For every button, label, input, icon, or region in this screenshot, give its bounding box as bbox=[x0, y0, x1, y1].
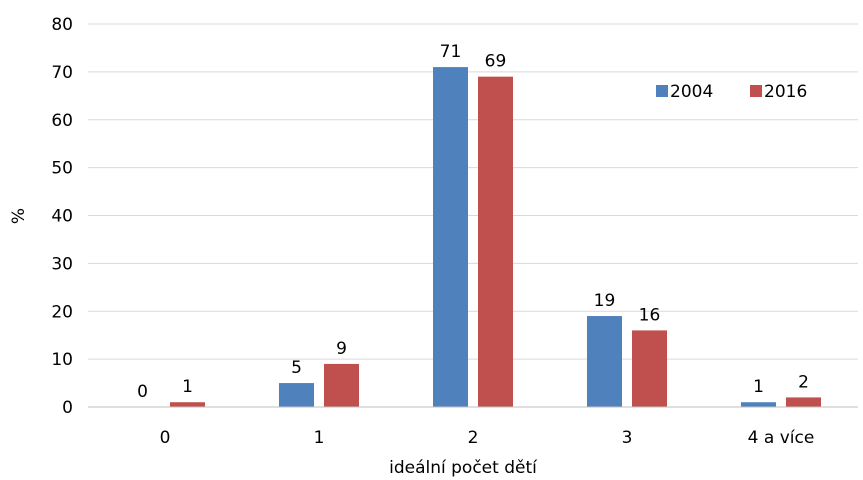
bar-2016-3 bbox=[632, 330, 667, 407]
x-tick-label: 1 bbox=[314, 428, 325, 448]
y-tick-label: 10 bbox=[51, 350, 73, 370]
y-axis-title: % bbox=[9, 208, 29, 224]
x-tick-label: 0 bbox=[160, 428, 171, 448]
y-tick-label: 60 bbox=[51, 111, 73, 131]
data-label: 0 bbox=[137, 382, 148, 402]
x-tick-label: 4 a více bbox=[748, 428, 815, 448]
bars bbox=[170, 67, 821, 408]
legend-label-2016: 2016 bbox=[764, 82, 807, 102]
bar-2004-3 bbox=[587, 316, 622, 407]
x-axis-ticks: 0 1 2 3 4 a více bbox=[160, 428, 815, 448]
data-label: 1 bbox=[753, 377, 764, 397]
data-label: 69 bbox=[485, 52, 507, 72]
data-label: 16 bbox=[639, 305, 661, 325]
gridlines bbox=[88, 23, 858, 360]
legend: 2004 2016 bbox=[656, 82, 807, 102]
y-tick-label: 50 bbox=[51, 159, 73, 179]
bar-2004-4-a-více bbox=[741, 402, 776, 407]
data-label: 2 bbox=[798, 372, 809, 392]
y-tick-label: 40 bbox=[51, 207, 73, 227]
legend-swatch-2004 bbox=[656, 85, 668, 97]
data-label: 5 bbox=[291, 358, 302, 378]
y-tick-label: 70 bbox=[51, 63, 73, 83]
y-tick-label: 80 bbox=[51, 15, 73, 35]
y-tick-label: 30 bbox=[51, 254, 73, 274]
y-tick-label: 20 bbox=[51, 302, 73, 322]
bar-2004-2 bbox=[433, 67, 468, 408]
legend-label-2004: 2004 bbox=[670, 82, 713, 102]
x-tick-label: 2 bbox=[468, 428, 479, 448]
bar-2016-2 bbox=[478, 76, 513, 407]
bar-2004-1 bbox=[279, 383, 314, 407]
legend-swatch-2016 bbox=[750, 85, 762, 97]
data-label: 9 bbox=[336, 339, 347, 359]
x-tick-label: 3 bbox=[622, 428, 633, 448]
data-labels: 0 1 5 9 71 69 19 16 1 2 bbox=[137, 42, 809, 402]
data-label: 19 bbox=[594, 291, 616, 311]
x-axis-title: ideální počet dětí bbox=[389, 458, 538, 478]
bar-2016-1 bbox=[324, 363, 359, 407]
bar-2016-4-a-více bbox=[786, 397, 821, 407]
y-axis-ticks: 0 10 20 30 40 50 60 70 80 bbox=[51, 15, 73, 418]
bar-2016-0 bbox=[170, 402, 205, 407]
data-label: 1 bbox=[182, 377, 193, 397]
y-tick-label: 0 bbox=[62, 398, 73, 418]
data-label: 71 bbox=[440, 42, 462, 62]
